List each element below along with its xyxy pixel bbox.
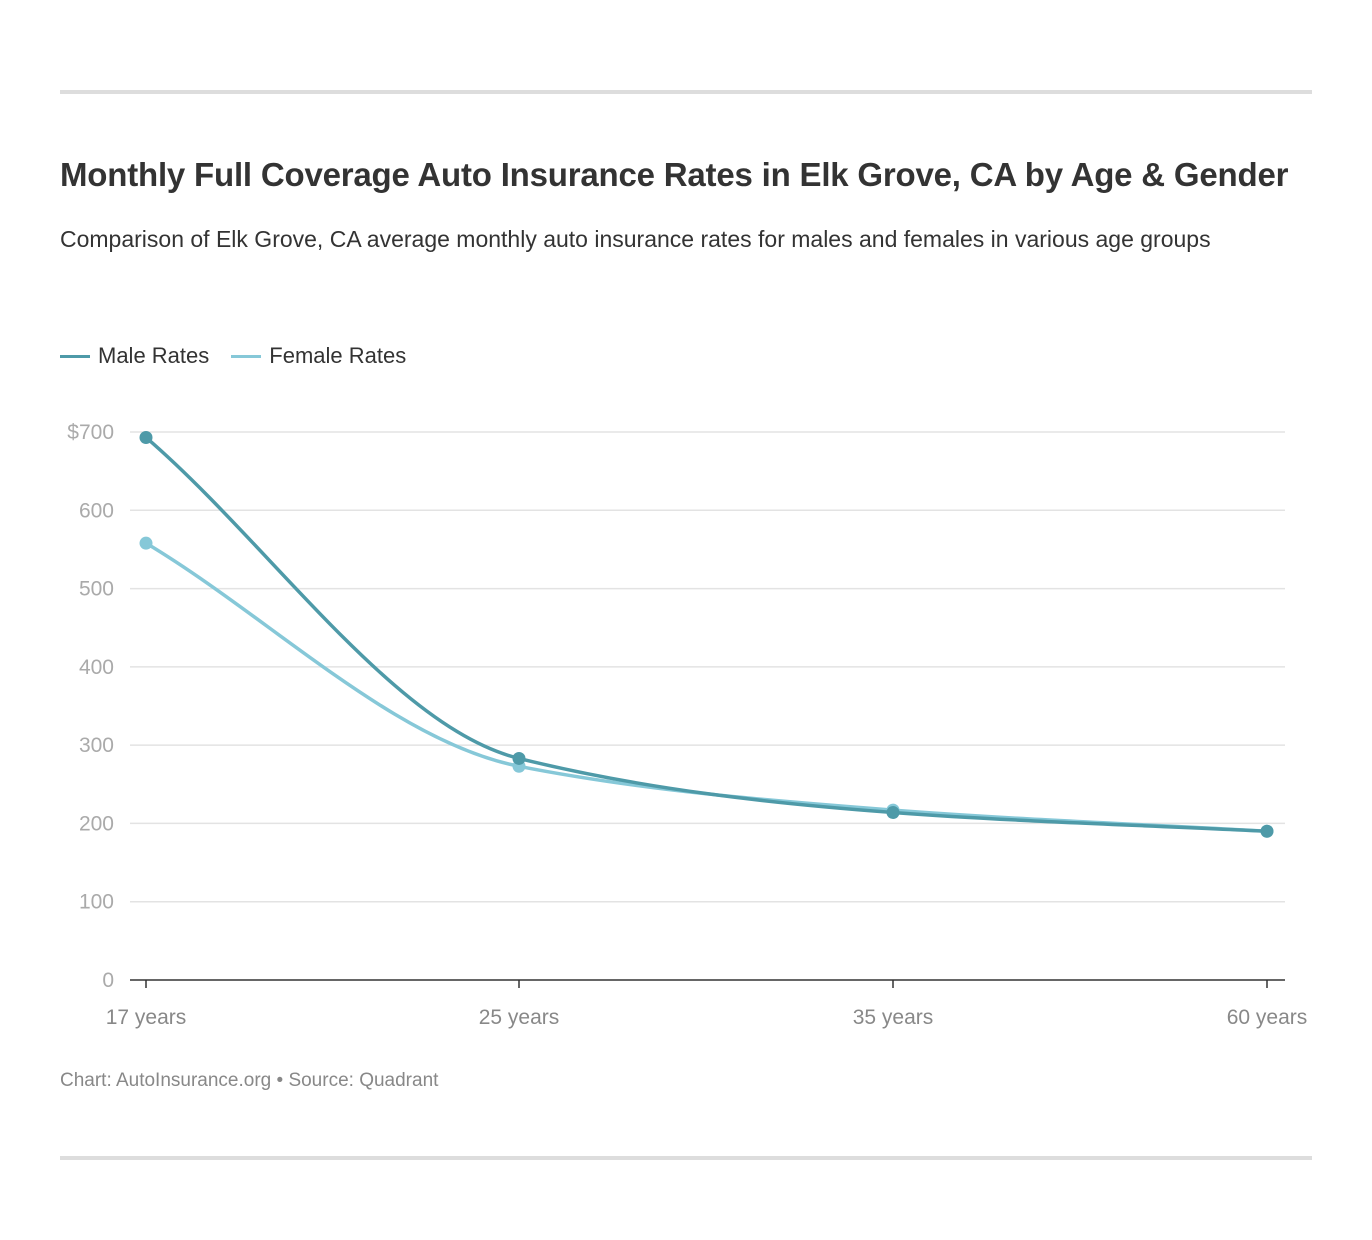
y-tick-label-700: $700 xyxy=(67,421,114,444)
chart-title: Monthly Full Coverage Auto Insurance Rat… xyxy=(60,156,1289,193)
legend-item-female[interactable]: Female Rates xyxy=(231,343,406,369)
legend-item-male[interactable]: Male Rates xyxy=(60,343,209,369)
y-tick-label-600: 600 xyxy=(79,499,114,522)
x-tick-label-2: 35 years xyxy=(853,1006,934,1029)
series-line-female-rates xyxy=(144,541,1269,834)
y-tick-label-500: 500 xyxy=(79,578,114,601)
chart-source: Chart: AutoInsurance.org • Source: Quadr… xyxy=(60,1070,439,1091)
legend-swatch-female xyxy=(231,354,262,358)
chart-legend: Male Rates Female Rates xyxy=(60,343,428,369)
y-tick-label-200: 200 xyxy=(79,812,114,835)
data-point-female-rates-0 xyxy=(139,536,153,550)
chart-subtitle: Comparison of Elk Grove, CA average mont… xyxy=(60,226,1211,252)
legend-label-male: Male Rates xyxy=(98,343,210,368)
data-point-male-rates-2 xyxy=(886,805,900,819)
data-point-male-rates-1 xyxy=(512,751,526,765)
x-tick-label-0: 17 years xyxy=(106,1006,187,1029)
line-chart: 0 100 200 300 400 500 600 $700 17 years 25 years 3… xyxy=(67,421,1308,1029)
legend-swatch-male xyxy=(60,354,90,358)
legend-label-female: Female Rates xyxy=(269,343,407,368)
y-tick-label-400: 400 xyxy=(79,656,114,679)
y-tick-label-300: 300 xyxy=(79,734,114,757)
y-tick-label-100: 100 xyxy=(79,891,114,914)
data-point-male-rates-0 xyxy=(139,430,153,444)
x-tick-label-3: 60 years xyxy=(1227,1006,1308,1029)
series-line-male-rates xyxy=(144,435,1269,834)
y-tick-label-0: 0 xyxy=(102,969,114,992)
x-tick-label-1: 25 years xyxy=(479,1006,560,1029)
top-divider xyxy=(60,90,1312,94)
bottom-divider xyxy=(60,1156,1312,1160)
data-point-male-rates-3 xyxy=(1260,824,1274,838)
